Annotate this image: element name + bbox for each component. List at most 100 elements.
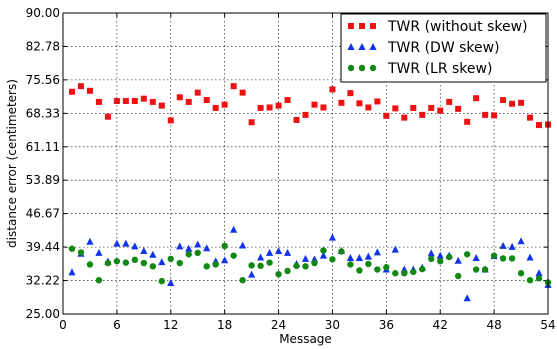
data-point [239, 89, 246, 96]
data-point [230, 225, 238, 233]
data-point [365, 260, 372, 268]
data-point [256, 253, 265, 261]
data-point [194, 89, 201, 96]
y-tick-label: 53.89 [26, 173, 60, 187]
data-point [167, 255, 174, 263]
data-layer [68, 83, 552, 302]
data-point [149, 263, 157, 270]
data-point [383, 264, 390, 271]
data-point [491, 112, 498, 119]
y-tick-label: 75.56 [26, 73, 60, 87]
data-point [347, 261, 354, 268]
legend-label: TWR (LR skew) [387, 61, 492, 77]
data-point [149, 250, 157, 258]
data-point [248, 270, 256, 278]
x-tick-label: 42 [433, 318, 448, 332]
data-point [311, 101, 318, 108]
legend-marker [358, 43, 366, 50]
data-point [257, 262, 264, 270]
data-point [446, 253, 453, 261]
data-point [275, 270, 282, 278]
data-point [517, 237, 525, 245]
data-point [293, 262, 300, 270]
data-point [374, 98, 381, 105]
data-point [356, 267, 363, 274]
data-point [472, 266, 480, 273]
y-tick-label: 82.78 [26, 39, 60, 53]
series-square [68, 83, 551, 129]
data-point [463, 294, 471, 302]
data-point [329, 86, 336, 93]
x-axis-label: Message [279, 332, 332, 346]
data-point [373, 248, 381, 256]
data-point [410, 268, 417, 276]
y-tick-labels: 25.00 32.22 39.44 46.67 53.89 61.11 68.33 75.56… [26, 6, 60, 321]
data-point [86, 261, 94, 268]
data-point [131, 242, 139, 250]
data-point [517, 270, 525, 277]
data-point [437, 258, 444, 265]
y-tick-label: 46.67 [26, 207, 60, 221]
data-point [68, 88, 75, 95]
data-point [239, 276, 246, 284]
data-point [284, 97, 291, 104]
data-point [365, 104, 372, 111]
data-point [95, 248, 103, 256]
data-point [463, 251, 471, 258]
data-point [499, 241, 507, 249]
data-point [473, 95, 480, 102]
y-axis-label: distance error (centimeters) [5, 79, 19, 248]
legend-marker [359, 23, 365, 29]
data-point [455, 105, 462, 112]
data-point [131, 256, 139, 264]
plot-frame [62, 12, 549, 315]
data-point [472, 253, 480, 261]
data-point [301, 254, 310, 262]
data-point [113, 97, 120, 104]
data-point [419, 265, 426, 273]
data-point [419, 111, 426, 118]
data-point [140, 259, 148, 267]
x-tick-label: 0 [59, 318, 67, 332]
legend-marker [369, 64, 377, 72]
data-point [410, 104, 417, 111]
data-point [248, 119, 255, 126]
data-point [392, 105, 399, 112]
data-point [248, 262, 255, 269]
data-point [265, 248, 274, 256]
data-point [364, 252, 372, 260]
data-point [77, 83, 84, 90]
data-point [176, 242, 184, 250]
data-point [104, 113, 111, 120]
data-point [355, 253, 363, 261]
data-point [68, 268, 76, 276]
data-point [140, 247, 148, 255]
data-point [437, 107, 444, 114]
data-point [185, 244, 193, 252]
data-point [500, 97, 507, 104]
data-point [508, 255, 516, 262]
data-point [536, 122, 543, 129]
data-point [113, 258, 121, 265]
y-tick-label: 39.44 [26, 240, 60, 254]
data-point [428, 104, 435, 111]
data-point [203, 244, 211, 252]
x-tick-label: 36 [379, 318, 394, 332]
legend-marker [348, 23, 354, 29]
data-point [185, 251, 192, 258]
data-point [482, 111, 489, 118]
legend-marker [358, 64, 366, 72]
data-point [149, 98, 156, 105]
data-point [346, 253, 355, 261]
data-point [212, 261, 219, 268]
data-point [266, 104, 273, 111]
legend-marker [369, 43, 377, 50]
y-tick-label: 68.33 [26, 106, 60, 120]
data-point [526, 253, 534, 261]
data-point [158, 102, 165, 109]
x-tick-label: 54 [540, 318, 555, 332]
legend-label: TWR (without skew) [387, 19, 528, 35]
data-point [464, 118, 471, 125]
x-tick-label: 12 [163, 318, 178, 332]
